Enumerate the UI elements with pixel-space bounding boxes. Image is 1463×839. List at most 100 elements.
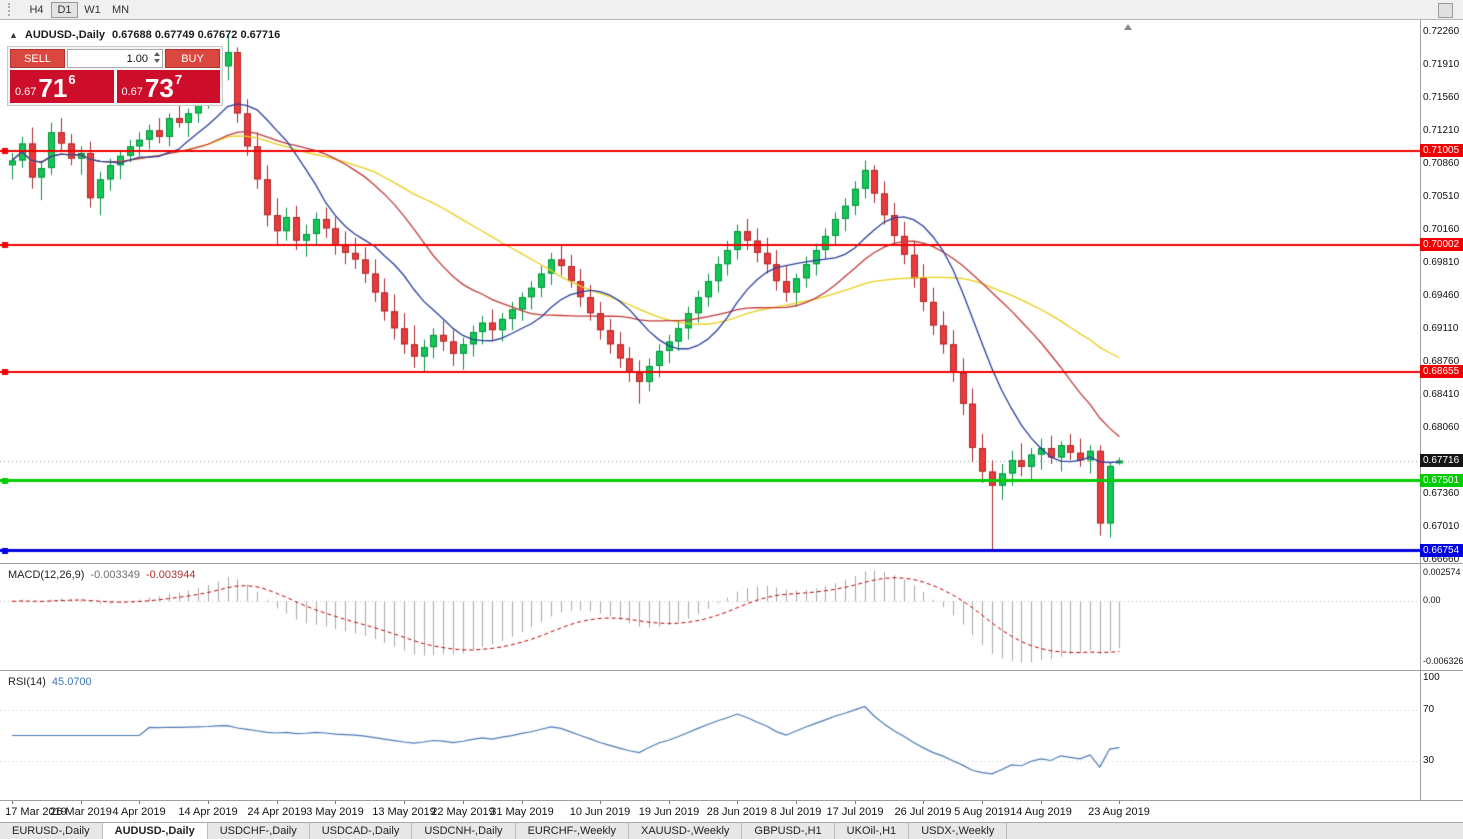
date-tick bbox=[139, 801, 140, 804]
chart-ohlc-values: 0.67688 0.67749 0.67672 0.67716 bbox=[112, 29, 281, 41]
pane-resize-handle[interactable] bbox=[0, 563, 1463, 564]
date-tick bbox=[208, 801, 209, 804]
chart-tab-ukoil-h1[interactable]: UKOil-,H1 bbox=[834, 823, 910, 839]
date-label: 24 Apr 2019 bbox=[247, 806, 307, 818]
chart-shift-marker[interactable] bbox=[1124, 24, 1132, 30]
date-label: 13 May 2019 bbox=[372, 806, 436, 818]
chart-tab-eurchf-weekly[interactable]: EURCHF-,Weekly bbox=[515, 823, 629, 839]
date-tick bbox=[335, 801, 336, 804]
buy-price-main: 73 bbox=[144, 73, 174, 103]
chart-tab-xauusd-weekly[interactable]: XAUUSD-,Weekly bbox=[628, 823, 743, 839]
date-tick bbox=[81, 801, 82, 804]
price-tick-label: 0.68760 bbox=[1423, 356, 1460, 367]
date-tick bbox=[12, 801, 13, 804]
toolbar-grip[interactable] bbox=[8, 3, 13, 16]
volume-decrease-button[interactable] bbox=[154, 59, 160, 63]
volume-value: 1.00 bbox=[126, 52, 148, 65]
price-tick-label: 0.72260 bbox=[1423, 26, 1460, 37]
buy-button[interactable]: BUY bbox=[165, 49, 220, 68]
date-tick bbox=[277, 801, 278, 804]
price-tick-label: 0.68060 bbox=[1423, 422, 1460, 433]
rsi-scale-label: 30 bbox=[1423, 755, 1435, 766]
chart-tab-usdx-weekly[interactable]: USDX-,Weekly bbox=[909, 823, 1008, 839]
chart-info-header: ▲ AUDUSD-,Daily 0.67688 0.67749 0.67672 … bbox=[9, 29, 280, 41]
chart-tab-gbpusd-h1[interactable]: GBPUSD-,H1 bbox=[742, 823, 835, 839]
sell-price-display[interactable]: 0.67 71 6 bbox=[10, 70, 114, 103]
volume-input[interactable]: 1.00 bbox=[67, 49, 163, 68]
current-price-label: 0.67716 bbox=[1420, 454, 1463, 467]
right-axis-scale[interactable]: 0.72260 0.71910 0.71560 0.71210 0.70860 0.705… bbox=[1421, 20, 1463, 822]
buy-price-prefix: 0.67 bbox=[121, 86, 143, 98]
pane-resize-handle[interactable] bbox=[0, 670, 1463, 671]
macd-scale-label: 0.00 bbox=[1423, 595, 1441, 605]
timeframe-toolbar: H4 D1 W1 MN bbox=[0, 0, 1463, 20]
rsi-pane-canvas[interactable] bbox=[0, 671, 1420, 800]
date-label: 14 Aug 2019 bbox=[1010, 806, 1072, 818]
trade-panel-collapse-icon[interactable]: ▲ bbox=[9, 30, 18, 40]
macd-main-value: -0.003349 bbox=[90, 569, 140, 581]
date-axis[interactable]: 17 Mar 2019 26 Mar 2019 4 Apr 2019 14 Apr 2… bbox=[0, 801, 1420, 821]
price-axis-divider bbox=[1420, 20, 1421, 801]
timeframe-w1-button[interactable]: W1 bbox=[79, 2, 106, 18]
date-label: 23 Aug 2019 bbox=[1088, 806, 1150, 818]
timeframe-mn-button[interactable]: MN bbox=[107, 2, 134, 18]
window-button[interactable] bbox=[1438, 3, 1453, 18]
price-tick-label: 0.68410 bbox=[1423, 389, 1460, 400]
date-label: 26 Jul 2019 bbox=[894, 806, 952, 818]
date-label: 17 Mar 2019 bbox=[5, 806, 67, 818]
date-label: 26 Mar 2019 bbox=[50, 806, 112, 818]
sell-price-prefix: 0.67 bbox=[15, 86, 37, 98]
buy-price-pip: 7 bbox=[174, 72, 183, 87]
date-tick bbox=[855, 801, 856, 804]
date-tick bbox=[463, 801, 464, 804]
chart-tab-usdcnh-daily[interactable]: USDCNH-,Daily bbox=[412, 823, 516, 839]
price-tick-label: 0.71210 bbox=[1423, 125, 1460, 136]
price-tick-label: 0.71560 bbox=[1423, 92, 1460, 103]
one-click-trading-panel: SELL 1.00 BUY 0.67 71 6 0.67 bbox=[7, 46, 223, 106]
date-label: 4 Apr 2019 bbox=[112, 806, 166, 818]
hline-price-label: 0.70002 bbox=[1420, 238, 1463, 251]
rsi-indicator-label: RSI(14) 45.0700 bbox=[8, 676, 92, 688]
chart-tab-audusd-daily[interactable]: AUDUSD-,Daily bbox=[102, 823, 208, 839]
pane-resize-handle[interactable] bbox=[0, 800, 1463, 801]
date-tick bbox=[669, 801, 670, 804]
volume-increase-button[interactable] bbox=[154, 52, 160, 56]
timeframe-h4-button[interactable]: H4 bbox=[23, 2, 50, 18]
date-tick bbox=[1119, 801, 1120, 804]
price-tick-label: 0.67360 bbox=[1423, 488, 1460, 499]
macd-indicator-label: MACD(12,26,9) -0.003349 -0.003944 bbox=[8, 569, 196, 581]
rsi-scale-label: 70 bbox=[1423, 704, 1435, 715]
timeframe-d1-button[interactable]: D1 bbox=[51, 1, 78, 18]
chart-tab-usdchf-daily[interactable]: USDCHF-,Daily bbox=[207, 823, 310, 839]
date-label: 8 Jul 2019 bbox=[770, 806, 822, 818]
macd-scale-label: 0.002574 bbox=[1423, 567, 1461, 577]
price-tick-label: 0.70160 bbox=[1423, 224, 1460, 235]
price-tick-label: 0.69460 bbox=[1423, 290, 1460, 301]
price-chart-canvas[interactable] bbox=[0, 21, 1420, 563]
chart-tab-bar: EURUSD-,Daily AUDUSD-,Daily USDCHF-,Daily U… bbox=[0, 822, 1463, 839]
date-tick bbox=[600, 801, 601, 804]
sell-price-pip: 6 bbox=[68, 72, 76, 87]
hline-price-label: 0.66754 bbox=[1420, 544, 1463, 557]
date-label: 14 Apr 2019 bbox=[178, 806, 238, 818]
chart-tab-eurusd-daily[interactable]: EURUSD-,Daily bbox=[0, 823, 103, 839]
chart-symbol-label: AUDUSD-,Daily bbox=[24, 29, 105, 41]
price-tick-label: 0.70860 bbox=[1423, 158, 1460, 169]
macd-name: MACD(12,26,9) bbox=[8, 569, 85, 581]
price-tick-label: 0.69810 bbox=[1423, 257, 1460, 268]
chart-tab-usdcad-daily[interactable]: USDCAD-,Daily bbox=[309, 823, 413, 839]
macd-scale-label: -0.006326 bbox=[1423, 656, 1463, 666]
chart-area: ▲ AUDUSD-,Daily 0.67688 0.67749 0.67672 … bbox=[0, 20, 1463, 822]
macd-pane-canvas[interactable] bbox=[0, 564, 1420, 669]
price-tick-label: 0.67010 bbox=[1423, 521, 1460, 532]
rsi-value: 45.0700 bbox=[51, 676, 92, 688]
date-label: 28 Jun 2019 bbox=[706, 806, 768, 818]
buy-price-display[interactable]: 0.67 73 7 bbox=[116, 70, 220, 103]
date-tick bbox=[404, 801, 405, 804]
price-tick-label: 0.71910 bbox=[1423, 59, 1460, 70]
date-tick bbox=[923, 801, 924, 804]
sell-button[interactable]: SELL bbox=[10, 49, 65, 68]
hline-price-label: 0.67501 bbox=[1420, 474, 1463, 487]
date-label: 3 May 2019 bbox=[306, 806, 364, 818]
